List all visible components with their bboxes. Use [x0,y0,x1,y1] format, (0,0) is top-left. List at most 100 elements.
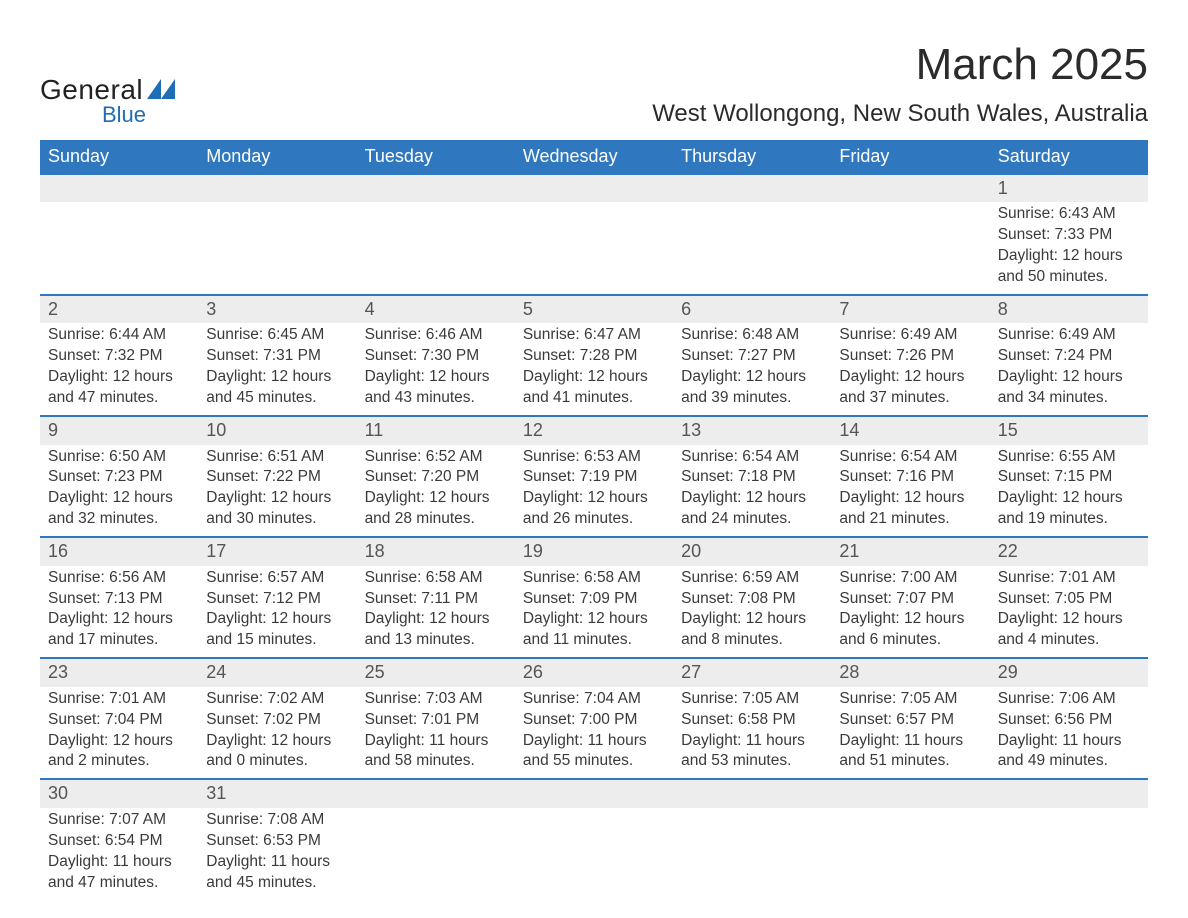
sunset-text: Sunset: 6:58 PM [681,710,825,731]
day-number: 24 [198,659,356,686]
daylight1-text: Daylight: 11 hours [48,852,192,873]
daylight1-text: Daylight: 12 hours [681,367,825,388]
day-number: 8 [990,296,1148,323]
daylight1-text: Daylight: 12 hours [839,488,983,509]
daylight1-text: Daylight: 12 hours [48,488,192,509]
day-cell-body: Sunrise: 7:02 AMSunset: 7:02 PMDaylight:… [198,687,356,779]
day-number: 6 [673,296,831,323]
day-cell-body: Sunrise: 6:44 AMSunset: 7:32 PMDaylight:… [40,323,198,415]
sunset-text: Sunset: 7:07 PM [839,589,983,610]
sunset-text: Sunset: 6:54 PM [48,831,192,852]
daylight2-text: and 11 minutes. [523,630,667,651]
sunset-text: Sunset: 7:09 PM [523,589,667,610]
day-number: 2 [40,296,198,323]
daylight1-text: Daylight: 12 hours [206,731,350,752]
day-number [990,780,1148,807]
sunrise-text: Sunrise: 6:59 AM [681,568,825,589]
day-number: 25 [357,659,515,686]
daylight2-text: and 17 minutes. [48,630,192,651]
sunrise-text: Sunrise: 6:58 AM [523,568,667,589]
day-cell-body: Sunrise: 7:05 AMSunset: 6:58 PMDaylight:… [673,687,831,779]
day-cell-body: Sunrise: 6:52 AMSunset: 7:20 PMDaylight:… [357,445,515,537]
sunrise-text: Sunrise: 6:49 AM [839,325,983,346]
daylight1-text: Daylight: 12 hours [523,367,667,388]
day-number [831,175,989,202]
sunrise-text: Sunrise: 6:43 AM [998,204,1142,225]
sunrise-text: Sunrise: 6:44 AM [48,325,192,346]
daylight2-text: and 19 minutes. [998,509,1142,530]
daylight2-text: and 24 minutes. [681,509,825,530]
daylight1-text: Daylight: 12 hours [206,488,350,509]
daylight2-text: and 13 minutes. [365,630,509,651]
day-cell-body [673,202,831,210]
sunset-text: Sunset: 6:56 PM [998,710,1142,731]
day-number: 28 [831,659,989,686]
day-number: 11 [357,417,515,444]
sunrise-text: Sunrise: 6:54 AM [839,447,983,468]
day-number: 29 [990,659,1148,686]
daylight2-text: and 2 minutes. [48,751,192,772]
daylight1-text: Daylight: 12 hours [365,367,509,388]
day-number: 12 [515,417,673,444]
daylight2-text: and 51 minutes. [839,751,983,772]
weekday-header: Wednesday [515,140,673,174]
sunrise-text: Sunrise: 6:54 AM [681,447,825,468]
daynum-row: 23242526272829 [40,658,1148,686]
sunrise-text: Sunrise: 6:58 AM [365,568,509,589]
daylight2-text: and 21 minutes. [839,509,983,530]
daylight2-text: and 37 minutes. [839,388,983,409]
calendar-table: SundayMondayTuesdayWednesdayThursdayFrid… [40,140,1148,899]
location-text: West Wollongong, New South Wales, Austra… [652,100,1148,128]
day-number: 20 [673,538,831,565]
day-number: 26 [515,659,673,686]
sunset-text: Sunset: 7:20 PM [365,467,509,488]
daynum-row: 9101112131415 [40,416,1148,444]
day-number: 15 [990,417,1148,444]
sunset-text: Sunset: 7:01 PM [365,710,509,731]
brand-logo: General Blue [40,74,175,128]
day-cell-body: Sunrise: 6:51 AMSunset: 7:22 PMDaylight:… [198,445,356,537]
day-cell-body [40,202,198,210]
page-header: General Blue March 2025 West Wollongong,… [40,40,1148,128]
day-cell-body: Sunrise: 7:08 AMSunset: 6:53 PMDaylight:… [198,808,356,900]
day-cell-body: Sunrise: 7:06 AMSunset: 6:56 PMDaylight:… [990,687,1148,779]
sunrise-text: Sunrise: 7:06 AM [998,689,1142,710]
daylight2-text: and 50 minutes. [998,267,1142,288]
weekday-header: Friday [831,140,989,174]
day-number [515,780,673,807]
daylight2-text: and 32 minutes. [48,509,192,530]
sunset-text: Sunset: 7:11 PM [365,589,509,610]
sunrise-text: Sunrise: 7:07 AM [48,810,192,831]
daylight1-text: Daylight: 12 hours [839,609,983,630]
daynum-row: 16171819202122 [40,537,1148,565]
day-cell-body: Sunrise: 6:53 AMSunset: 7:19 PMDaylight:… [515,445,673,537]
detail-row: Sunrise: 6:43 AMSunset: 7:33 PMDaylight:… [40,202,1148,295]
sunset-text: Sunset: 7:32 PM [48,346,192,367]
sunrise-text: Sunrise: 6:50 AM [48,447,192,468]
day-cell-body: Sunrise: 6:49 AMSunset: 7:24 PMDaylight:… [990,323,1148,415]
day-number: 5 [515,296,673,323]
daylight2-text: and 28 minutes. [365,509,509,530]
day-number: 27 [673,659,831,686]
day-cell-body [831,808,989,816]
day-number: 7 [831,296,989,323]
weekday-header: Thursday [673,140,831,174]
sunrise-text: Sunrise: 7:02 AM [206,689,350,710]
sunset-text: Sunset: 7:18 PM [681,467,825,488]
sunset-text: Sunset: 7:33 PM [998,225,1142,246]
detail-row: Sunrise: 6:50 AMSunset: 7:23 PMDaylight:… [40,445,1148,538]
sunset-text: Sunset: 7:05 PM [998,589,1142,610]
sunrise-text: Sunrise: 7:03 AM [365,689,509,710]
sunset-text: Sunset: 7:22 PM [206,467,350,488]
daylight1-text: Daylight: 12 hours [681,488,825,509]
day-cell-body [673,808,831,816]
sunrise-text: Sunrise: 6:49 AM [998,325,1142,346]
daylight1-text: Daylight: 12 hours [681,609,825,630]
sunrise-text: Sunrise: 6:46 AM [365,325,509,346]
day-cell-body: Sunrise: 6:47 AMSunset: 7:28 PMDaylight:… [515,323,673,415]
daylight1-text: Daylight: 11 hours [523,731,667,752]
sunrise-text: Sunrise: 7:00 AM [839,568,983,589]
day-cell-body [515,202,673,210]
daylight2-text: and 58 minutes. [365,751,509,772]
daylight2-text: and 4 minutes. [998,630,1142,651]
